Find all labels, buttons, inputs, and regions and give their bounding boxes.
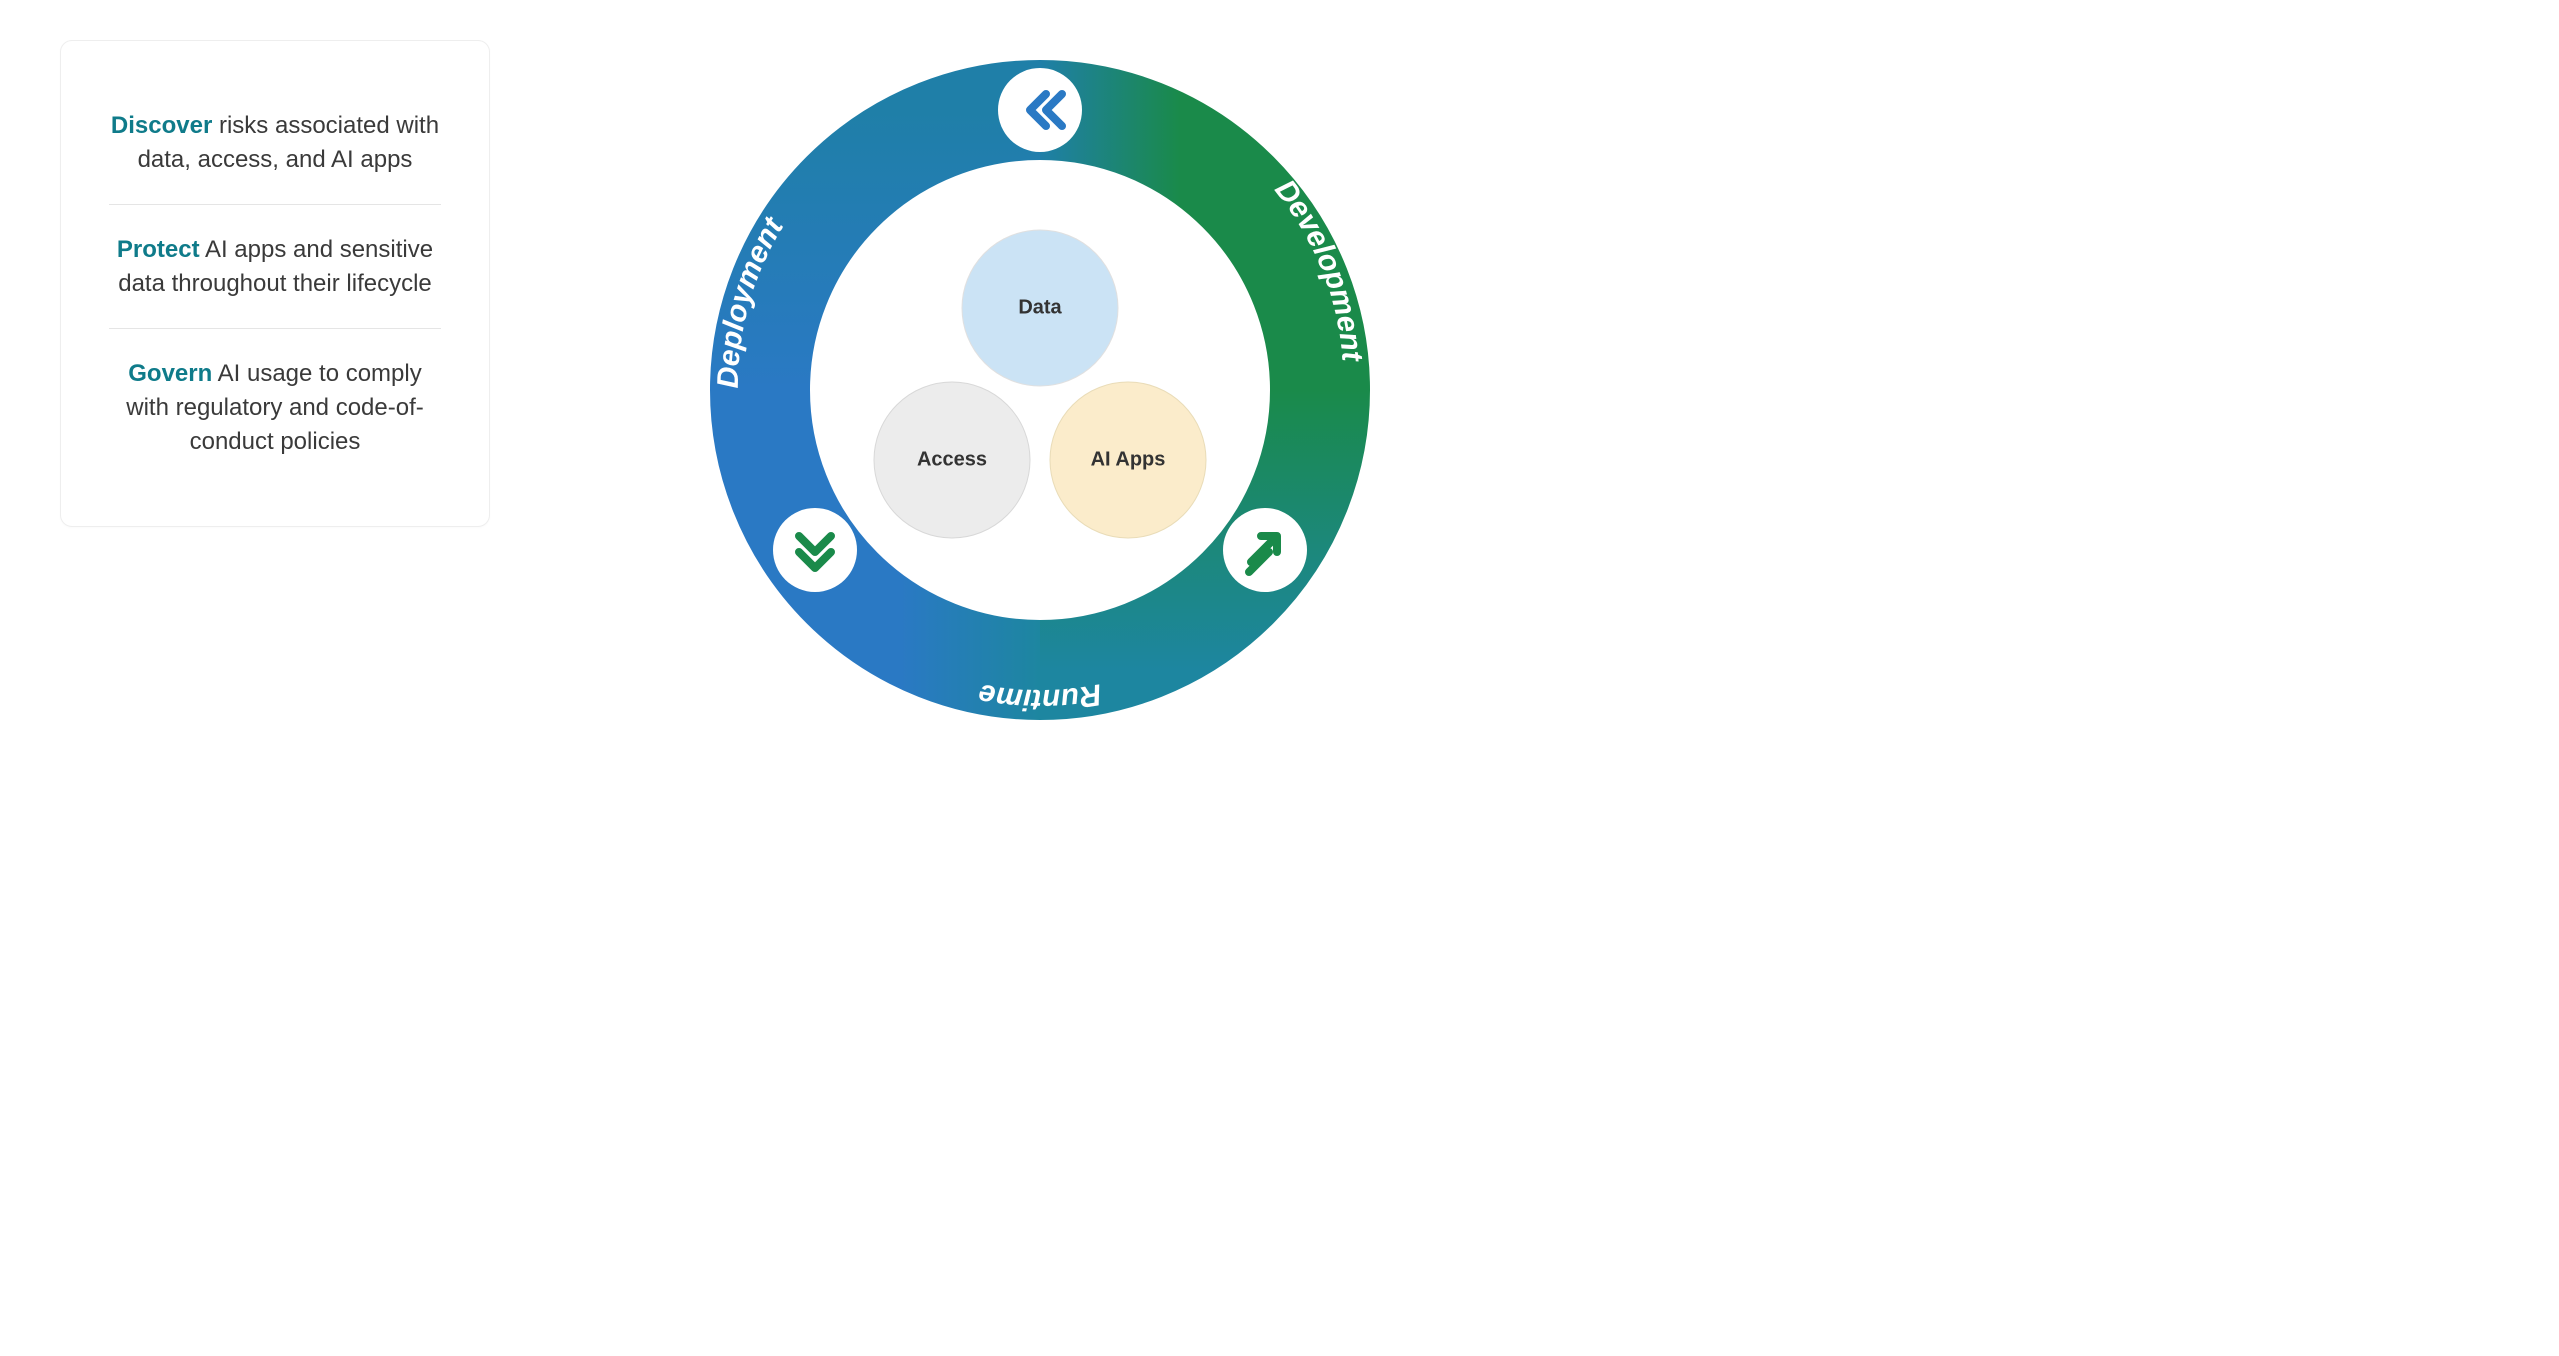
lifecycle-ring-diagram: Development Runtime Deployment [690, 40, 1390, 740]
principle-protect: Protect AI apps and sensitive data throu… [109, 204, 441, 328]
principle-lead: Discover [111, 112, 212, 139]
ring-label-runtime: Runtime [976, 677, 1104, 716]
principles-card: Discover risks associated with data, acc… [60, 40, 490, 527]
infographic-layout: Discover risks associated with data, acc… [60, 40, 1560, 740]
lifecycle-ring-svg: Development Runtime Deployment [690, 40, 1390, 740]
inner-circle-label: AI Apps [1091, 448, 1166, 470]
principle-lead: Protect [117, 236, 200, 263]
inner-circle-data: Data [962, 230, 1118, 386]
inner-circle-label: Access [917, 448, 987, 470]
cycle-arrow-badge-top [998, 68, 1082, 152]
cycle-arrow-badge-right [1223, 508, 1307, 592]
principle-discover: Discover risks associated with data, acc… [109, 81, 441, 204]
cycle-arrow-badge-left [773, 508, 857, 592]
principle-lead: Govern [128, 360, 212, 387]
inner-circle-access: Access [874, 382, 1030, 538]
inner-circle-label: Data [1018, 296, 1062, 318]
inner-circle-ai-apps: AI Apps [1050, 382, 1206, 538]
principle-govern: Govern AI usage to comply with regulator… [109, 328, 441, 486]
